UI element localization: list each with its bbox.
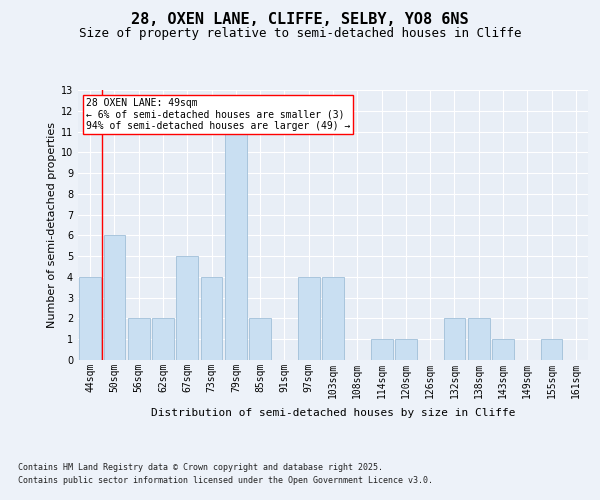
Text: 28 OXEN LANE: 49sqm
← 6% of semi-detached houses are smaller (3)
94% of semi-det: 28 OXEN LANE: 49sqm ← 6% of semi-detache… [86, 98, 350, 132]
Bar [249, 318, 271, 360]
Bar [395, 339, 417, 360]
Bar [541, 339, 562, 360]
Text: Size of property relative to semi-detached houses in Cliffe: Size of property relative to semi-detach… [79, 28, 521, 40]
Bar [200, 277, 223, 360]
Bar [468, 318, 490, 360]
Y-axis label: Number of semi-detached properties: Number of semi-detached properties [47, 122, 56, 328]
Text: Distribution of semi-detached houses by size in Cliffe: Distribution of semi-detached houses by … [151, 408, 515, 418]
Bar [79, 277, 101, 360]
Bar [225, 132, 247, 360]
Text: Contains HM Land Registry data © Crown copyright and database right 2025.: Contains HM Land Registry data © Crown c… [18, 462, 383, 471]
Bar [152, 318, 174, 360]
Bar [298, 277, 320, 360]
Bar [492, 339, 514, 360]
Bar [104, 236, 125, 360]
Text: 28, OXEN LANE, CLIFFE, SELBY, YO8 6NS: 28, OXEN LANE, CLIFFE, SELBY, YO8 6NS [131, 12, 469, 28]
Bar [176, 256, 198, 360]
Bar [371, 339, 392, 360]
Bar [443, 318, 466, 360]
Bar [322, 277, 344, 360]
Bar [128, 318, 149, 360]
Text: Contains public sector information licensed under the Open Government Licence v3: Contains public sector information licen… [18, 476, 433, 485]
